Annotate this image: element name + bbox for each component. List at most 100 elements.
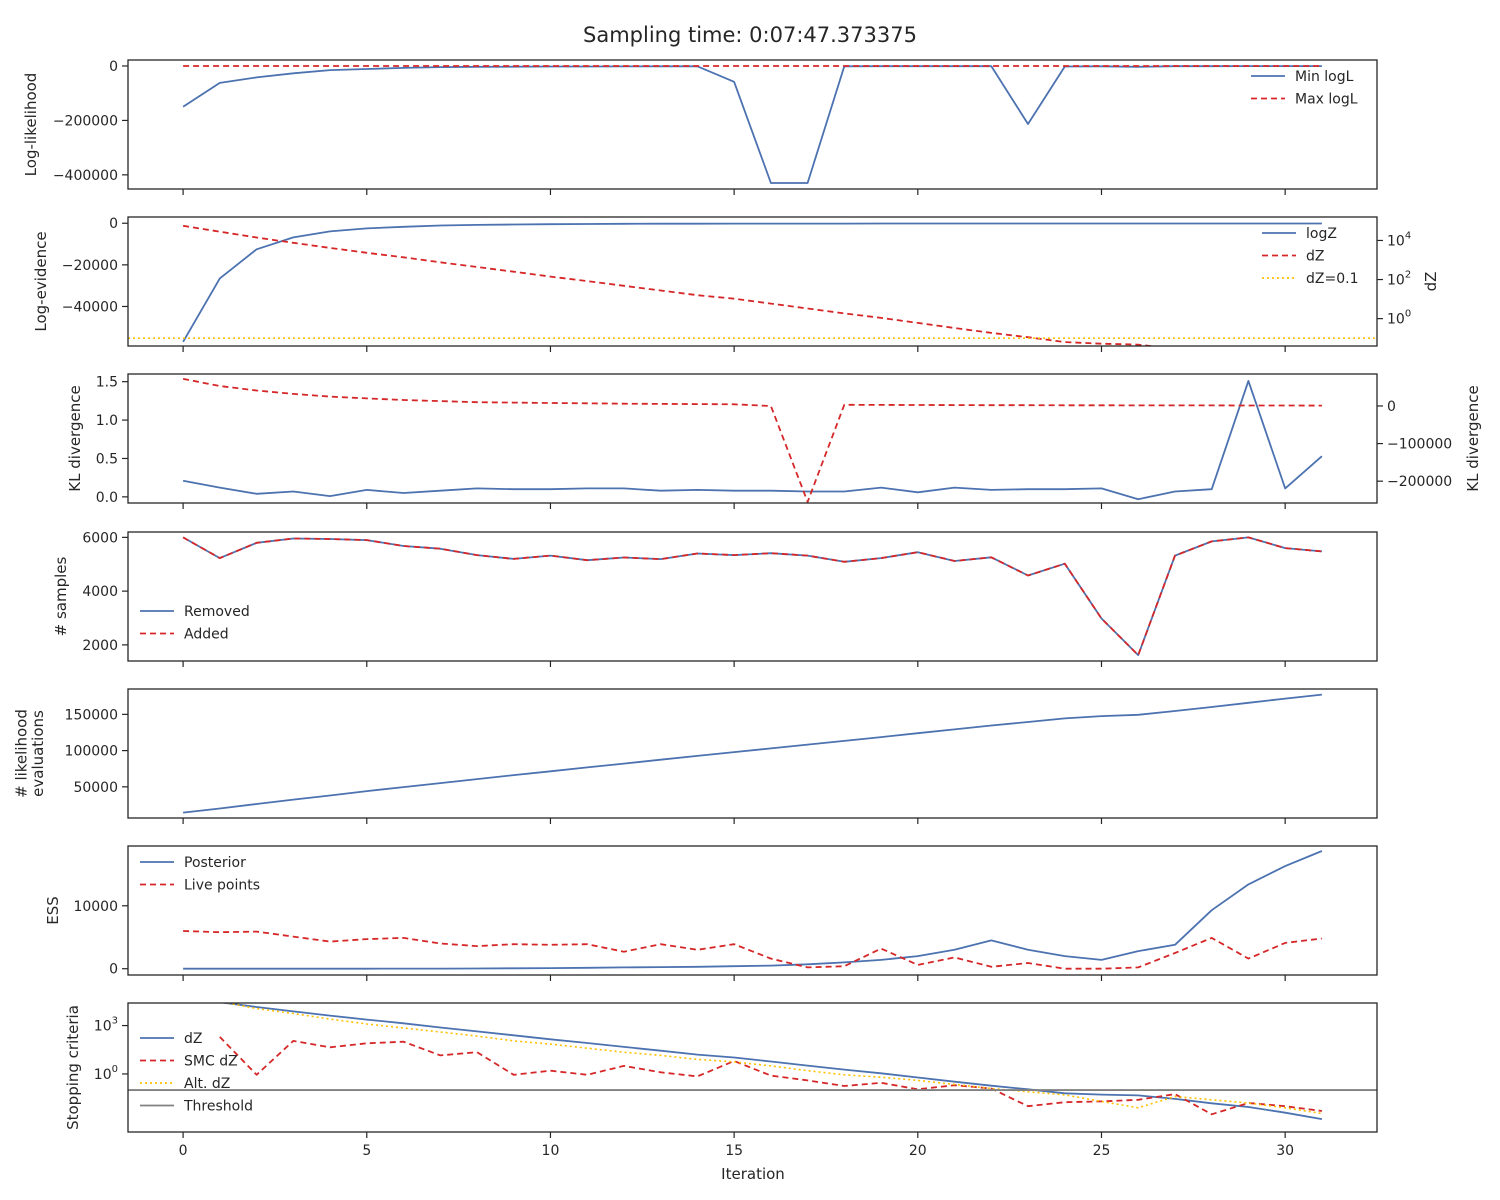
x-axis-label: Iteration bbox=[721, 1165, 785, 1183]
y-tick-label: 100000 bbox=[65, 744, 118, 760]
series-group bbox=[183, 850, 1323, 970]
y-axis-label-line: # likelihood bbox=[13, 709, 31, 798]
y-tick-exponent: 0 bbox=[112, 1064, 118, 1075]
plot-frame bbox=[127, 216, 1378, 347]
x-tick-label: 25 bbox=[1093, 1143, 1111, 1159]
series-group bbox=[182, 378, 1323, 503]
y-axis-label: # likelihoodevaluations bbox=[13, 709, 48, 798]
series-line-added bbox=[182, 536, 1322, 656]
y-tick-exponent: 3 bbox=[112, 1016, 118, 1027]
legend-label: dZ bbox=[184, 1031, 202, 1047]
series-group bbox=[128, 222, 1377, 346]
y2-tick-exponent: 0 bbox=[1405, 309, 1411, 320]
y-tick-label: 10000 bbox=[73, 899, 118, 915]
series-line-p3-s1 bbox=[182, 380, 1323, 501]
y-tick-label: −400000 bbox=[53, 168, 118, 184]
series-group bbox=[128, 1003, 1377, 1120]
legend: Posterior Live points bbox=[140, 855, 260, 894]
y-axis-label-line: KL divergence bbox=[66, 385, 84, 491]
y-axis-label: # samples bbox=[52, 556, 70, 636]
legend: Min logL Max logL bbox=[1251, 69, 1358, 108]
y-axis-label: Log-evidence bbox=[32, 231, 50, 331]
y-axis-label-line: Log-evidence bbox=[32, 231, 50, 331]
y-tick-label: 1.0 bbox=[96, 413, 118, 429]
legend: Removed Added bbox=[140, 604, 250, 643]
panel-1: 0 −200000 −400000 Log-likelihood Min logL Max… bbox=[22, 59, 1378, 195]
panel-5: 150000 100000 50000 # likelihoodevaluations bbox=[13, 688, 1378, 824]
y-axis-label: Stopping criteria bbox=[64, 1005, 82, 1130]
panel-3: 1.5 1.0 0.5 0.0 0 −100000 −200000 KL divergence… bbox=[66, 373, 1482, 509]
y-axis-label-line: ESS bbox=[44, 896, 62, 925]
y-tick-label: 0 bbox=[109, 216, 118, 232]
series-group bbox=[182, 536, 1322, 656]
y-tick-label: 4000 bbox=[82, 584, 118, 600]
x-tick-label: 20 bbox=[909, 1143, 927, 1159]
figure-title: Sampling time: 0:07:47.373375 bbox=[583, 23, 917, 47]
legend-label: Threshold bbox=[183, 1099, 253, 1115]
legend-label: dZ bbox=[1306, 249, 1324, 265]
y2-tick-label: 0 bbox=[1387, 399, 1396, 415]
y-tick-label: 6000 bbox=[82, 530, 118, 546]
panel-6: 10000 0 ESS Posterior Live points bbox=[44, 845, 1378, 981]
y-tick-label: 150000 bbox=[65, 707, 118, 723]
series-line-min-logl bbox=[182, 65, 1322, 184]
x-tick-label: 15 bbox=[725, 1143, 743, 1159]
legend-label: Alt. dZ bbox=[184, 1076, 230, 1092]
x-tick-label: 0 bbox=[179, 1143, 188, 1159]
x-tick-label: 30 bbox=[1276, 1143, 1294, 1159]
y2-axis-label: dZ bbox=[1422, 272, 1440, 292]
y-tick-label: 0 bbox=[109, 962, 118, 978]
series-line-alt-dz bbox=[223, 1003, 1323, 1115]
legend-label: Min logL bbox=[1295, 69, 1354, 85]
y-tick-label: 0 bbox=[109, 59, 118, 75]
series-line-p5-s1 bbox=[183, 693, 1322, 814]
y2-tick-label: 102 bbox=[1387, 270, 1411, 289]
legend: dZ SMC dZ Alt. dZ Threshold bbox=[140, 1031, 253, 1115]
y-tick-label: 0.5 bbox=[96, 451, 118, 467]
series-line-dz bbox=[218, 1003, 1323, 1120]
y-axis-label-line: evaluations bbox=[29, 710, 47, 797]
y-tick-label: −200000 bbox=[53, 113, 118, 129]
y2-tick-exponent: 2 bbox=[1405, 270, 1411, 281]
legend: logZ dZ dZ=0.1 bbox=[1262, 226, 1358, 287]
y-tick-label: 2000 bbox=[82, 638, 118, 654]
y2-tick-label: 104 bbox=[1387, 230, 1411, 249]
y-axis-label: KL divergence bbox=[66, 385, 84, 491]
y-tick-label: −40000 bbox=[62, 299, 118, 315]
legend-label: Max logL bbox=[1295, 92, 1358, 108]
plot-frame bbox=[127, 688, 1378, 819]
legend-label: Posterior bbox=[184, 855, 246, 871]
plot-frame bbox=[127, 845, 1378, 976]
y-tick-label: 1.5 bbox=[96, 375, 118, 391]
x-tick-label: 5 bbox=[362, 1143, 371, 1159]
legend-label: dZ=0.1 bbox=[1306, 271, 1358, 287]
series-line-p3-s2 bbox=[182, 378, 1322, 503]
y-axis-label-line: Log-likelihood bbox=[22, 73, 40, 177]
y-axis-label-line: Stopping criteria bbox=[64, 1005, 82, 1130]
y-tick-label: 50000 bbox=[73, 780, 118, 796]
y-tick-label: 103 bbox=[94, 1016, 118, 1035]
legend-label: Removed bbox=[184, 604, 250, 620]
y2-tick-label: 100 bbox=[1387, 309, 1411, 328]
series-line-live-points bbox=[183, 930, 1323, 970]
legend-label: Added bbox=[184, 627, 229, 643]
plot-frame bbox=[127, 59, 1378, 190]
y-tick-label: −20000 bbox=[62, 258, 118, 274]
plot-frame bbox=[127, 531, 1378, 662]
y-tick-label: 0.0 bbox=[96, 490, 118, 506]
series-line-removed bbox=[182, 536, 1322, 656]
series-line-smc-dz bbox=[219, 1036, 1323, 1116]
legend-label: SMC dZ bbox=[184, 1054, 238, 1070]
y2-axis-label: KL divergence bbox=[1464, 385, 1482, 491]
series-line-logz bbox=[182, 222, 1322, 343]
plot-frame bbox=[127, 373, 1378, 504]
y2-tick-label: −200000 bbox=[1387, 474, 1452, 490]
x-tick-label: 10 bbox=[542, 1143, 560, 1159]
series-group bbox=[182, 65, 1322, 184]
y2-tick-label: −100000 bbox=[1387, 437, 1452, 453]
y2-tick-exponent: 4 bbox=[1405, 230, 1411, 241]
series-line-dz bbox=[182, 224, 1158, 346]
